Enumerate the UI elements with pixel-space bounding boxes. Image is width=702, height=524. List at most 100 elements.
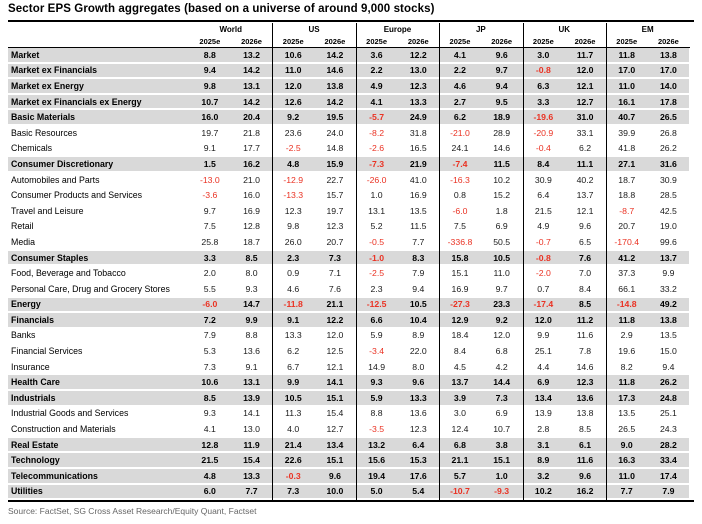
value-cell: -7.3 (369, 158, 385, 169)
value-cell: 17.6 (409, 470, 427, 481)
value-cell: 4.1 (453, 49, 466, 60)
value-cell: 25.1 (659, 408, 677, 419)
value-cell: 6.6 (370, 314, 383, 325)
value-cell: 19.6 (618, 346, 636, 357)
value-cell: 10.6 (201, 377, 219, 388)
value-cell: 11.0 (493, 268, 510, 279)
value-cell: 8.2 (620, 361, 633, 372)
value-cell: 15.0 (659, 346, 677, 357)
value-cell: 5.3 (203, 346, 216, 357)
value-cell: 12.1 (576, 205, 594, 216)
value-cell: 6.4 (412, 439, 425, 450)
value-cell: 2.9 (620, 330, 633, 341)
value-cell: 8.5 (578, 424, 592, 435)
value-cell: 5.9 (370, 330, 383, 341)
value-cell: 6.9 (495, 221, 508, 232)
value-cell: 15.1 (451, 268, 469, 279)
value-cell: 15.1 (326, 455, 344, 466)
value-cell: 1.5 (203, 158, 216, 169)
value-cell: 25.1 (534, 346, 552, 357)
column-group-label: Europe (383, 25, 412, 34)
value-cell: 7.7 (412, 236, 425, 247)
value-cell: 26.5 (618, 424, 636, 435)
value-cell: 13.3 (409, 96, 427, 107)
value-cell: 2.3 (287, 252, 300, 263)
value-cell: 13.0 (409, 65, 427, 76)
value-cell: 20.7 (618, 221, 636, 232)
divider-line (522, 23, 524, 501)
value-cell: 12.3 (284, 205, 302, 216)
value-cell: 5.0 (370, 486, 383, 497)
value-cell: 7.1 (328, 268, 341, 279)
value-cell: 99.6 (659, 236, 677, 247)
value-cell: 10.5 (493, 252, 511, 263)
value-cell: 9.7 (495, 283, 508, 294)
value-cell: 13.6 (409, 408, 427, 419)
value-cell: 16.1 (618, 96, 636, 107)
value-cell: 22.0 (409, 346, 427, 357)
value-cell: 3.0 (537, 49, 550, 60)
value-cell: 1.8 (495, 205, 508, 216)
value-cell: 9.8 (287, 221, 300, 232)
value-cell: 28.9 (493, 127, 511, 138)
table-row: Financial Services 5.3 13.6 6.2 12.5 -3.4 22.0… (8, 344, 690, 360)
value-cell: 21.9 (409, 158, 427, 169)
table-row: Consumer Staples 3.3 8.5 2.3 7.3 -1.0 8.3 15.8 1… (8, 250, 690, 267)
value-cell: 28.2 (659, 439, 677, 450)
value-cell: -0.8 (535, 65, 551, 76)
row-label: Energy (11, 299, 41, 310)
value-cell: 11.6 (576, 330, 594, 341)
row-label: Financials (11, 314, 55, 325)
row-label: Insurance (11, 361, 50, 372)
value-cell: -12.9 (283, 174, 304, 185)
value-cell: 5.4 (412, 486, 425, 497)
value-cell: 4.6 (287, 283, 300, 294)
value-cell: 10.5 (284, 392, 302, 403)
value-cell: 12.3 (576, 377, 594, 388)
value-cell: 21.0 (243, 174, 260, 185)
row-label: Chemicals (11, 143, 53, 154)
value-cell: 26.5 (659, 112, 677, 123)
value-cell: -2.6 (369, 143, 385, 154)
value-cell: 16.9 (243, 205, 260, 216)
value-cell: 9.3 (203, 408, 216, 419)
value-cell: 7.5 (203, 221, 216, 232)
value-cell: 15.2 (493, 190, 511, 201)
value-cell: 2.0 (203, 268, 216, 279)
value-cell: 16.5 (409, 143, 427, 154)
value-cell: 8.8 (370, 408, 383, 419)
value-cell: 13.8 (659, 49, 677, 60)
value-cell: 14.4 (493, 377, 511, 388)
value-cell: 19.7 (201, 127, 219, 138)
value-cell: 14.8 (326, 143, 344, 154)
value-cell: 9.3 (370, 377, 383, 388)
value-cell: 33.2 (659, 283, 677, 294)
value-cell: 9.9 (662, 268, 675, 279)
value-cell: 40.7 (618, 112, 636, 123)
value-cell: -27.3 (450, 299, 470, 310)
value-cell: 9.9 (537, 330, 550, 341)
value-cell: 15.1 (326, 392, 344, 403)
row-label: Consumer Discretionary (11, 158, 114, 169)
value-cell: 16.3 (618, 455, 636, 466)
value-cell: 16.2 (243, 158, 260, 169)
row-label: Consumer Staples (11, 252, 89, 263)
value-cell: 11.0 (618, 80, 635, 91)
value-cell: 5.5 (203, 283, 216, 294)
value-cell: 4.6 (453, 80, 466, 91)
value-cell: 16.0 (201, 112, 219, 123)
table-body: Market 8.8 13.2 10.6 14.2 3.6 12.2 4.1 9.6 3.0 11.… (8, 48, 690, 501)
value-cell: 8.0 (245, 268, 258, 279)
divider-line (355, 23, 357, 501)
value-cell: 10.7 (493, 424, 511, 435)
divider-line (272, 23, 274, 501)
value-cell: 15.9 (326, 158, 344, 169)
year-header: 2026e (574, 37, 596, 46)
table-row: Energy -6.0 14.7 -11.8 21.1 -12.5 10.5 -27.3 23.… (8, 297, 690, 314)
table-row: Retail 7.5 12.8 9.8 12.3 5.2 11.5 7.5 6.9 4.9 9.6 2… (8, 220, 690, 236)
value-cell: 2.2 (453, 65, 466, 76)
value-cell: 4.2 (495, 361, 508, 372)
value-cell: 12.9 (451, 314, 469, 325)
value-cell: 23.3 (493, 299, 511, 310)
table-row: Telecommunications 4.8 13.3 -0.3 9.6 19.4 17.6… (8, 469, 690, 485)
